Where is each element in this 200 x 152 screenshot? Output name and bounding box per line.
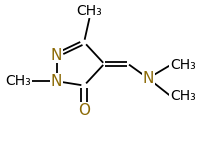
Text: CH₃: CH₃ [170,58,196,72]
Text: O: O [78,103,90,118]
Text: N: N [51,74,62,89]
Text: N: N [142,71,154,86]
Text: CH₃: CH₃ [170,89,196,103]
Text: N: N [51,48,62,63]
Text: CH₃: CH₃ [77,4,102,18]
Text: CH₃: CH₃ [5,74,31,88]
